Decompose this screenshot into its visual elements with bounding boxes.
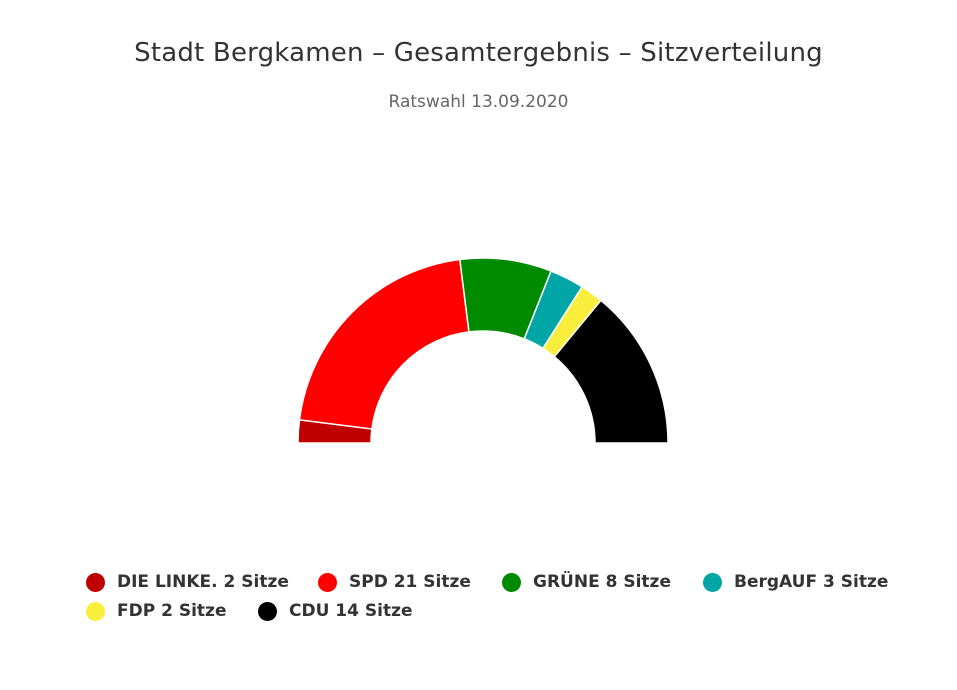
legend-marker-icon: [318, 572, 337, 592]
legend-label: CDU 14 Sitze: [289, 601, 413, 621]
legend-label: DIE LINKE. 2 Sitze: [117, 572, 289, 592]
legend-label: FDP 2 Sitze: [117, 601, 227, 621]
legend-item-spd[interactable]: SPD 21 Sitze: [318, 572, 471, 592]
legend-marker-icon: [258, 601, 277, 621]
legend-item-gr-ne[interactable]: GRÜNE 8 Sitze: [502, 572, 671, 592]
chart-slice-cdu[interactable]: [553, 299, 669, 444]
legend-marker-icon: [703, 572, 722, 592]
legend-label: BergAUF 3 Sitze: [734, 572, 889, 592]
legend-marker-icon: [86, 572, 105, 592]
legend-marker-icon: [86, 601, 105, 621]
legend-label: GRÜNE 8 Sitze: [533, 572, 671, 592]
legend-label: SPD 21 Sitze: [349, 572, 471, 592]
legend-item-fdp[interactable]: FDP 2 Sitze: [86, 601, 226, 621]
chart-title: Stadt Bergkamen – Gesamtergebnis – Sitzv…: [134, 38, 823, 68]
chart-subtitle: Ratswahl 13.09.2020: [388, 92, 569, 112]
legend-marker-icon: [502, 572, 521, 592]
legend-item-cdu[interactable]: CDU 14 Sitze: [258, 601, 413, 621]
legend-item-die-linke[interactable]: DIE LINKE. 2 Sitze: [86, 572, 289, 592]
chart-slice-spd[interactable]: [298, 258, 470, 430]
legend-item-bergauf[interactable]: BergAUF 3 Sitze: [703, 572, 888, 592]
